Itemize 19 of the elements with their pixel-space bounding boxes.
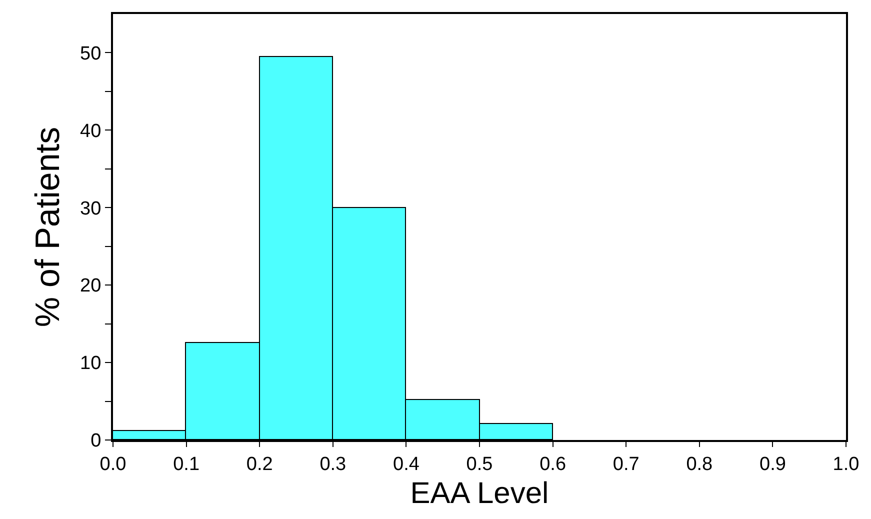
x-tick-label: 0.7 — [612, 454, 640, 475]
x-tick-label: 1.0 — [832, 454, 860, 475]
x-tick-label: 0.8 — [686, 454, 713, 475]
x-tick-label: 0.5 — [466, 454, 493, 475]
x-tick-label: 0.0 — [100, 454, 126, 475]
y-tick-label: 20 — [80, 276, 102, 297]
x-tick-label: 0.4 — [392, 454, 420, 475]
x-tick-label: 0.6 — [540, 454, 566, 475]
y-axis-title: % of Patients — [29, 126, 68, 328]
x-tick-label: 0.2 — [246, 454, 273, 475]
y-tick-label: 50 — [80, 43, 102, 64]
y-tick-label: 30 — [80, 198, 102, 220]
y-tick-label: 40 — [80, 120, 102, 142]
x-tick-label: 0.1 — [173, 454, 200, 475]
x-tick-label: 0.9 — [759, 454, 786, 475]
x-axis-title: EAA Level — [410, 476, 549, 510]
y-tick-label: 0 — [90, 430, 102, 452]
y-tick-label: 10 — [80, 353, 102, 374]
x-tick-label: 0.3 — [320, 454, 346, 475]
